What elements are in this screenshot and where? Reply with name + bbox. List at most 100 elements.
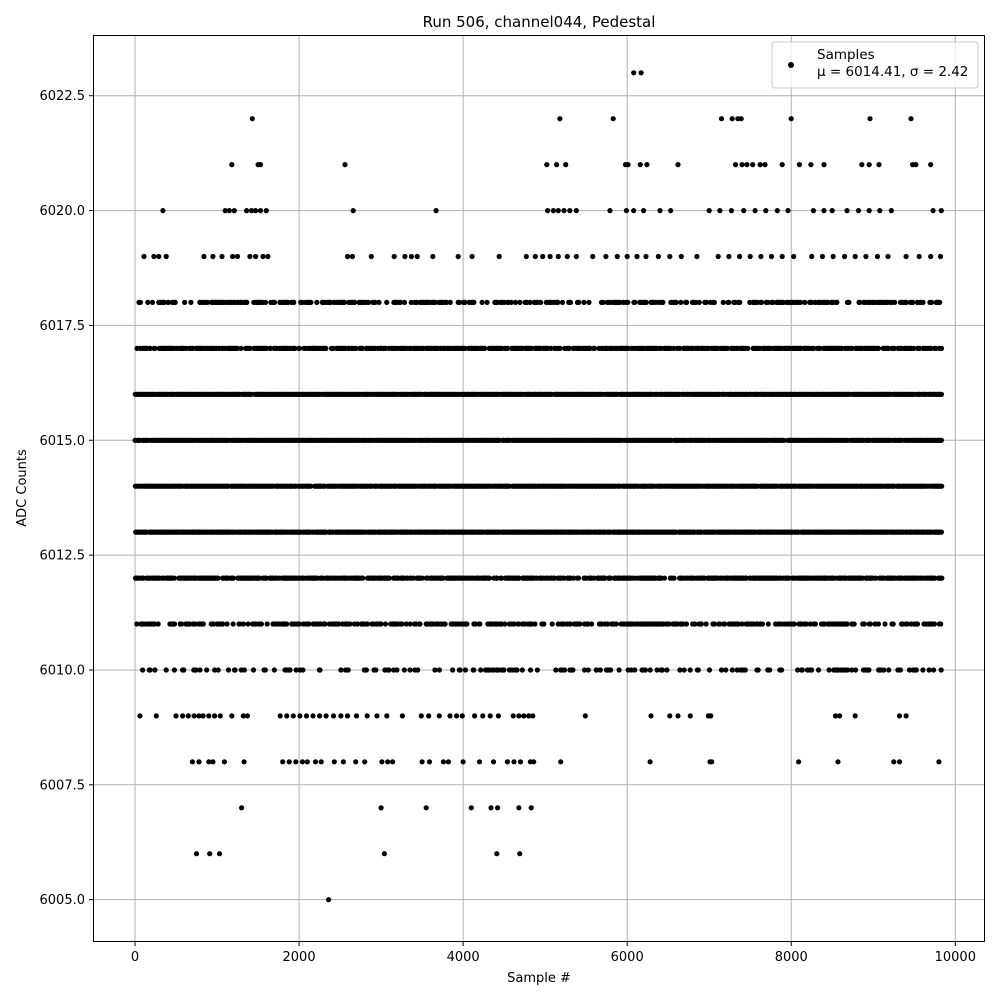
- data-point: [739, 162, 745, 168]
- data-point: [826, 667, 832, 673]
- data-point: [603, 253, 609, 260]
- data-point: [642, 667, 649, 673]
- data-point: [384, 713, 390, 719]
- data-point: [479, 299, 485, 305]
- data-point: [876, 162, 882, 168]
- data-point: [938, 391, 945, 397]
- data-point: [459, 713, 465, 719]
- data-point: [567, 621, 574, 627]
- data-point: [613, 621, 619, 627]
- data-point: [644, 162, 650, 168]
- data-point: [739, 621, 745, 627]
- data-point: [632, 299, 638, 305]
- data-point: [570, 667, 576, 673]
- data-point: [152, 621, 158, 627]
- data-point: [264, 621, 270, 627]
- data-point: [476, 759, 483, 765]
- data-point: [293, 759, 299, 765]
- data-point: [501, 667, 507, 673]
- data-point: [657, 208, 663, 214]
- data-point: [172, 299, 178, 305]
- data-point: [432, 667, 438, 673]
- data-point: [386, 575, 392, 581]
- data-point: [220, 621, 226, 627]
- data-point: [608, 667, 614, 673]
- data-point: [149, 299, 156, 305]
- data-point: [938, 208, 944, 214]
- data-point: [938, 529, 945, 535]
- data-point: [891, 759, 897, 765]
- data-point: [647, 667, 653, 673]
- data-point: [750, 162, 756, 168]
- data-point: [457, 667, 463, 673]
- data-point: [221, 759, 227, 765]
- data-point: [407, 621, 413, 627]
- data-point: [229, 713, 235, 719]
- data-point: [896, 759, 903, 765]
- data-point: [791, 253, 797, 260]
- data-point: [896, 713, 903, 719]
- legend-series-name: Samples: [817, 47, 875, 63]
- data-point: [430, 253, 436, 260]
- data-point: [758, 253, 764, 260]
- data-point: [521, 713, 527, 719]
- legend-marker: [788, 62, 794, 68]
- data-point: [723, 667, 729, 673]
- data-point: [541, 621, 547, 627]
- data-point: [350, 208, 356, 214]
- data-point: [632, 667, 638, 673]
- data-point: [874, 253, 881, 260]
- data-point: [244, 713, 250, 719]
- data-point: [178, 621, 185, 627]
- data-point: [447, 299, 453, 305]
- data-point: [799, 667, 805, 673]
- data-point: [698, 621, 704, 627]
- data-point: [939, 483, 945, 489]
- data-point: [671, 575, 677, 581]
- data-point: [472, 713, 478, 719]
- data-point: [745, 345, 751, 351]
- data-point: [516, 805, 522, 811]
- data-point: [744, 162, 750, 168]
- data-point: [180, 713, 186, 719]
- data-point: [897, 667, 904, 673]
- data-point: [303, 713, 310, 719]
- data-point: [781, 437, 787, 443]
- data-point: [331, 759, 337, 765]
- data-point: [257, 208, 264, 214]
- data-point: [364, 713, 370, 719]
- data-point: [903, 713, 909, 719]
- data-point: [881, 667, 887, 673]
- data-point: [631, 208, 637, 214]
- data-point: [287, 667, 293, 673]
- data-point: [510, 713, 516, 719]
- data-point: [755, 667, 761, 673]
- data-point: [623, 208, 630, 214]
- data-point: [351, 299, 358, 305]
- data-point: [555, 253, 561, 260]
- data-point: [277, 713, 283, 719]
- data-point: [152, 667, 158, 673]
- y-tick-label: 6010.0: [40, 663, 86, 678]
- data-point: [374, 713, 380, 719]
- data-point: [852, 713, 858, 719]
- data-point: [913, 667, 919, 673]
- data-point: [286, 759, 292, 765]
- data-point: [193, 851, 200, 857]
- data-point: [516, 713, 522, 719]
- data-point: [863, 253, 869, 260]
- data-point: [779, 667, 785, 673]
- data-point: [555, 299, 561, 305]
- data-point: [210, 759, 216, 765]
- data-point: [271, 299, 278, 305]
- data-point: [141, 253, 147, 260]
- data-point: [607, 575, 614, 581]
- data-point: [326, 897, 332, 903]
- data-point: [867, 116, 873, 122]
- data-point: [345, 667, 351, 673]
- data-point: [913, 162, 919, 168]
- data-point: [937, 299, 943, 305]
- data-point: [391, 253, 397, 260]
- data-point: [258, 621, 264, 627]
- data-point: [238, 345, 244, 351]
